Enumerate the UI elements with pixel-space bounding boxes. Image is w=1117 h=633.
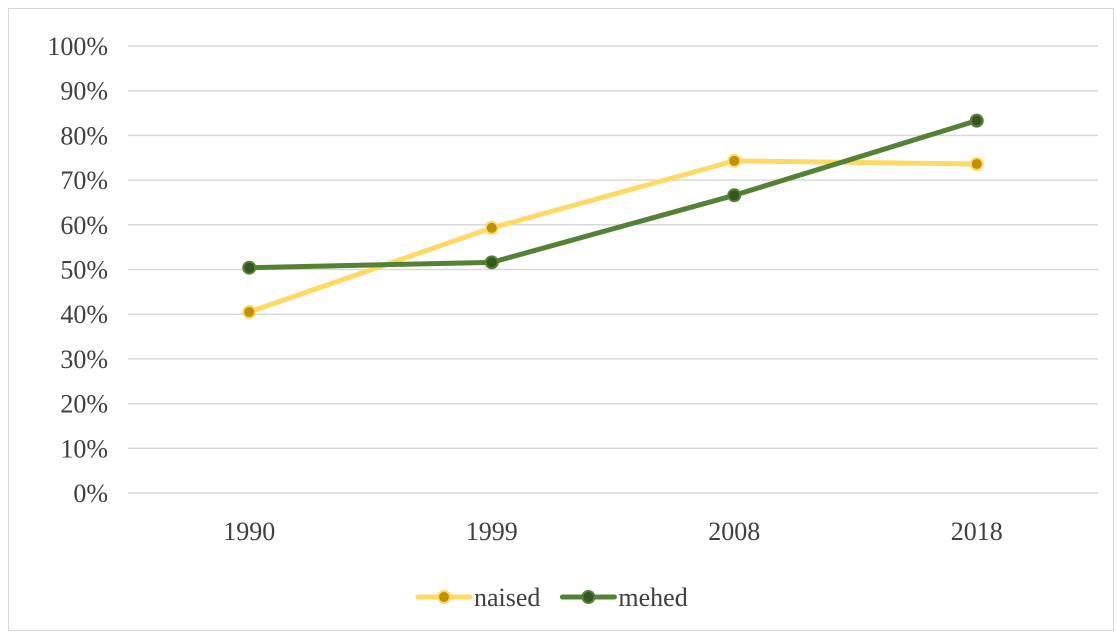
legend: naised mehed xyxy=(415,583,688,612)
data-point-mehed xyxy=(484,255,499,270)
data-point-mehed xyxy=(727,188,742,203)
x-tick-label: 1990 xyxy=(223,517,275,546)
series-line-naised xyxy=(246,158,980,315)
y-tick-label: 50% xyxy=(60,256,108,285)
y-tick-label: 90% xyxy=(60,77,108,106)
data-point-naised xyxy=(484,220,499,235)
y-tick-label: 0% xyxy=(73,479,108,508)
legend-marker xyxy=(581,590,596,604)
series-line-mehed xyxy=(246,118,980,271)
y-tick-label: 30% xyxy=(60,345,108,374)
y-tick-label: 20% xyxy=(60,390,108,419)
legend-marker xyxy=(437,590,451,604)
chart-frame xyxy=(8,8,1114,631)
y-tick-label: 100% xyxy=(47,32,108,61)
data-point-naised xyxy=(727,153,742,168)
x-axis-tick-labels: 1990 1999 2008 2018 xyxy=(223,517,1003,546)
y-tick-label: 80% xyxy=(60,121,108,150)
data-point-naised xyxy=(242,304,257,319)
data-point-naised xyxy=(969,157,984,172)
data-point-mehed xyxy=(969,113,984,128)
y-axis-tick-labels: 0% 10% 20% 30% 40% 50% 60% 70% 80% 90% 100% xyxy=(47,32,108,508)
legend-item-mehed: mehed xyxy=(559,583,688,612)
y-tick-label: 70% xyxy=(60,166,108,195)
data-point-mehed xyxy=(242,260,257,275)
series-group xyxy=(242,113,984,319)
x-tick-label: 2008 xyxy=(708,517,760,546)
gridlines xyxy=(128,45,1098,494)
legend-label: naised xyxy=(474,583,540,612)
x-tick-label: 2018 xyxy=(951,517,1003,546)
y-tick-label: 60% xyxy=(60,211,108,240)
y-tick-label: 40% xyxy=(60,300,108,329)
legend-label: mehed xyxy=(618,583,687,612)
x-tick-label: 1999 xyxy=(466,517,518,546)
y-tick-label: 10% xyxy=(60,434,108,463)
legend-item-naised: naised xyxy=(415,583,540,612)
